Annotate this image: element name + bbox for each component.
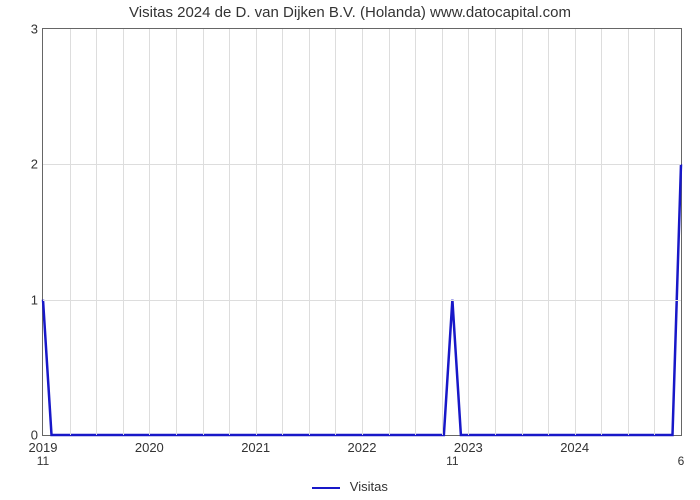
y-tick-label: 3 [8,22,38,37]
y-tick-label: 2 [8,157,38,172]
gridline-vertical [203,29,204,435]
legend: Visitas [0,479,700,494]
gridline-vertical [149,29,150,435]
x-tick-label: 2019 [29,440,58,455]
chart-container: Visitas 2024 de D. van Dijken B.V. (Hola… [0,0,700,500]
gridline-vertical [548,29,549,435]
gridline-vertical [522,29,523,435]
gridline-vertical [229,29,230,435]
y-tick-label: 1 [8,292,38,307]
data-point-label: 11 [37,454,49,468]
x-tick-label: 2020 [135,440,164,455]
gridline-vertical [176,29,177,435]
gridline-vertical [468,29,469,435]
plot-area [42,28,682,436]
gridline-vertical [628,29,629,435]
gridline-vertical [282,29,283,435]
chart-title: Visitas 2024 de D. van Dijken B.V. (Hola… [0,4,700,21]
data-point-label: 11 [446,454,458,468]
x-tick-label: 2023 [454,440,483,455]
gridline-vertical [96,29,97,435]
gridline-vertical [654,29,655,435]
gridline-vertical [575,29,576,435]
gridline-vertical [495,29,496,435]
gridline-vertical [123,29,124,435]
gridline-horizontal [43,300,681,301]
gridline-vertical [335,29,336,435]
gridline-vertical [601,29,602,435]
x-tick-label: 2022 [348,440,377,455]
gridline-horizontal [43,164,681,165]
gridline-vertical [442,29,443,435]
gridline-vertical [415,29,416,435]
gridline-vertical [362,29,363,435]
legend-label: Visitas [350,479,388,494]
gridline-vertical [389,29,390,435]
gridline-vertical [256,29,257,435]
x-tick-label: 2024 [560,440,589,455]
legend-swatch [312,487,340,489]
x-tick-label: 2021 [241,440,270,455]
gridline-vertical [309,29,310,435]
data-point-label: 6 [678,454,685,468]
gridline-vertical [70,29,71,435]
